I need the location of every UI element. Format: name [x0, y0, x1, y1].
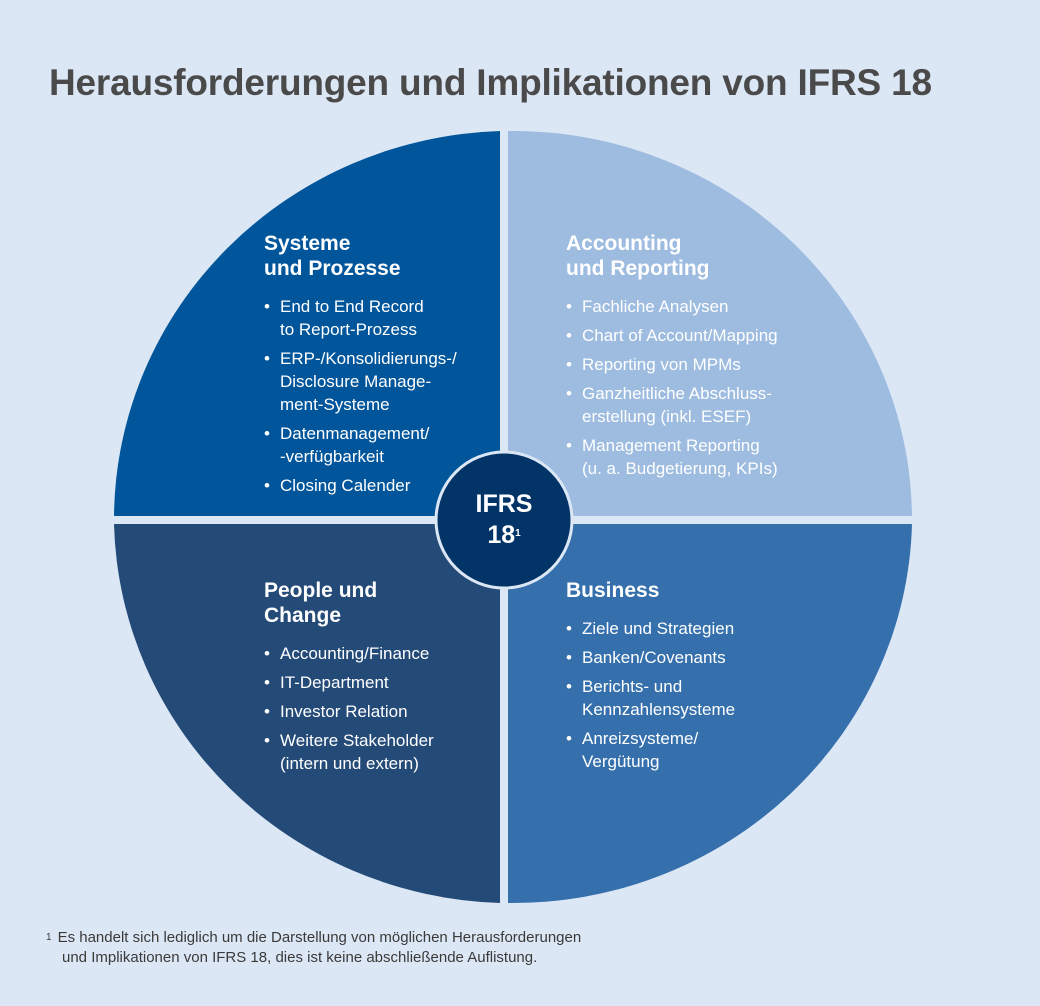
- bullet-item-line: (intern und extern): [280, 754, 419, 773]
- quadrant-heading: Systeme und Prozesse: [264, 231, 457, 281]
- center-circle: [434, 450, 574, 590]
- bullet-list: • Fachliche Analysen • Chart of Account/Map…: [566, 295, 778, 480]
- center-label-line2: 181: [487, 521, 521, 549]
- quadrant-bottom-right: [508, 524, 912, 904]
- bullet-item-line: Ganzheitliche Abschluss-: [582, 384, 772, 403]
- bullet-list: • End to End Record to Report-Prozess • ERP-…: [264, 295, 457, 497]
- bullet-item: • End to End Record to Report-Prozess: [264, 295, 457, 341]
- bullet-item-line: Weitere Stakeholder: [280, 731, 434, 750]
- quadrant-heading-line: People und: [264, 579, 378, 602]
- bullet-item: • Anreizsysteme/Vergütung: [566, 727, 735, 773]
- bullet-dot-icon: •: [264, 644, 270, 663]
- bullet-item-line: Anreizsysteme/: [582, 729, 699, 748]
- bullet-dot-icon: •: [566, 297, 572, 316]
- bullet-item-line: IT-Department: [280, 673, 389, 692]
- bullet-list: • Ziele und Strategien • Banken/Covenants • B…: [566, 617, 735, 773]
- footnote-line-2: und Implikationen von IFRS 18, dies ist …: [62, 949, 538, 966]
- bullet-dot-icon: •: [264, 297, 270, 316]
- footnote-line-1: 1 Es handelt sich lediglich um die Darste…: [46, 929, 582, 946]
- bullet-item-line: End to End Record: [280, 297, 424, 316]
- bullet-item-line: Chart of Account/Mapping: [582, 326, 778, 345]
- bullet-item: • Reporting von MPMs: [566, 353, 778, 376]
- bullet-item-line: Closing Calender: [280, 476, 411, 495]
- bullet-item-line: Ziele und Strategien: [582, 619, 735, 638]
- bullet-item: • Ganzheitliche Abschluss-erstellung (ink…: [566, 382, 778, 428]
- bullet-item-line: Kennzahlensysteme: [582, 700, 736, 719]
- bullet-item: • Weitere Stakeholder (intern und extern): [264, 729, 434, 775]
- bullet-item-line: Management Reporting: [582, 436, 760, 455]
- bullet-item: • Management Reporting (u. a. Budgetierung…: [566, 434, 778, 480]
- bullet-item-line: -verfügbarkeit: [280, 447, 384, 466]
- bullet-dot-icon: •: [264, 424, 270, 443]
- bullet-item: • Ziele und Strategien: [566, 617, 735, 640]
- quadrant-heading-line: Business: [566, 579, 660, 602]
- bullet-item-line: Disclosure Manage-: [280, 372, 432, 391]
- bullet-dot-icon: •: [264, 702, 270, 721]
- bullet-item: • Chart of Account/Mapping: [566, 324, 778, 347]
- footnote: 1 Es handelt sich lediglich um die Darste…: [46, 928, 581, 968]
- bullet-item: • ERP-/Konsolidierungs-/ Disclosure Manage…: [264, 347, 457, 416]
- bullet-item-line: to Report-Prozess: [280, 320, 417, 339]
- quadrant-top-left-text: Systeme und Prozesse • End to End Record to …: [264, 231, 457, 503]
- bullet-dot-icon: •: [566, 384, 572, 403]
- quadrant-heading: Business: [566, 578, 735, 603]
- bullet-dot-icon: •: [264, 731, 270, 750]
- bullet-item: • Accounting/Finance: [264, 642, 434, 665]
- quadrant-heading-line: Change: [264, 604, 342, 627]
- bullet-dot-icon: •: [566, 648, 572, 667]
- bullet-item-line: Berichts- und: [582, 677, 683, 696]
- bullet-item-line: Vergütung: [582, 752, 660, 771]
- center-label: IFRS 181: [437, 453, 571, 587]
- quadrant-top-left: [114, 131, 500, 516]
- page-title: Herausforderungen und Implikationen von …: [49, 62, 932, 103]
- bullet-item: • IT-Department: [264, 671, 434, 694]
- bullet-item: • Banken/Covenants: [566, 646, 735, 669]
- bullet-dot-icon: •: [566, 619, 572, 638]
- quadrant-bottom-left: [114, 524, 500, 903]
- bullet-item: • Investor Relation: [264, 700, 434, 723]
- bullet-dot-icon: •: [566, 729, 572, 748]
- bullet-dot-icon: •: [264, 673, 270, 692]
- bullet-item-line: Banken/Covenants: [582, 648, 726, 667]
- bullet-item-line: Reporting von MPMs: [582, 355, 741, 374]
- bullet-item: • Berichts- und Kennzahlensysteme: [566, 675, 735, 721]
- bullet-item-line: Datenmanagement/: [280, 424, 430, 443]
- bullet-item-line: ERP-/Konsolidierungs-/: [280, 349, 457, 368]
- bullet-item-line: Fachliche Analysen: [582, 297, 729, 316]
- quadrant-heading: People und Change: [264, 578, 434, 628]
- bullet-item-line: (u. a. Budgetierung, KPIs): [582, 459, 778, 478]
- quadrant-top-right: [508, 130, 912, 517]
- bullet-dot-icon: •: [566, 436, 572, 455]
- bullet-item-line: Investor Relation: [280, 702, 408, 721]
- footnote-mark: 1: [46, 932, 52, 943]
- bullet-item: • Datenmanagement/ -verfügbarkeit: [264, 422, 457, 468]
- bullet-dot-icon: •: [264, 349, 270, 368]
- bullet-item-line: erstellung (inkl. ESEF): [582, 407, 752, 426]
- bullet-dot-icon: •: [566, 355, 572, 374]
- quadrant-heading: Accounting und Reporting: [566, 231, 778, 281]
- quadrant-bottom-right-text: Business • Ziele und Strategien • Banken/Cov…: [566, 578, 735, 779]
- bullet-dot-icon: •: [264, 476, 270, 495]
- bullet-list: • Accounting/Finance • IT-Department • Invest…: [264, 642, 434, 775]
- quadrant-top-right-text: Accounting und Reporting • Fachliche Analys…: [566, 231, 778, 486]
- quadrant-heading-line: Accounting: [566, 232, 682, 255]
- footnote-marker: 1: [515, 528, 521, 539]
- bullet-item-line: Accounting/Finance: [280, 644, 430, 663]
- quadrant-heading-line: und Reporting: [566, 257, 710, 280]
- bullet-item: • Closing Calender: [264, 474, 457, 497]
- center-label-line1: IFRS: [475, 490, 533, 518]
- quadrant-heading-line: und Prozesse: [264, 257, 401, 280]
- quadrant-bottom-left-text: People und Change • Accounting/Finance • IT-D…: [264, 578, 434, 781]
- quadrant-heading-line: Systeme: [264, 232, 351, 255]
- bullet-dot-icon: •: [566, 326, 572, 345]
- bullet-item-line: ment-Systeme: [280, 395, 390, 414]
- bullet-dot-icon: •: [566, 677, 572, 696]
- bullet-item: • Fachliche Analysen: [566, 295, 778, 318]
